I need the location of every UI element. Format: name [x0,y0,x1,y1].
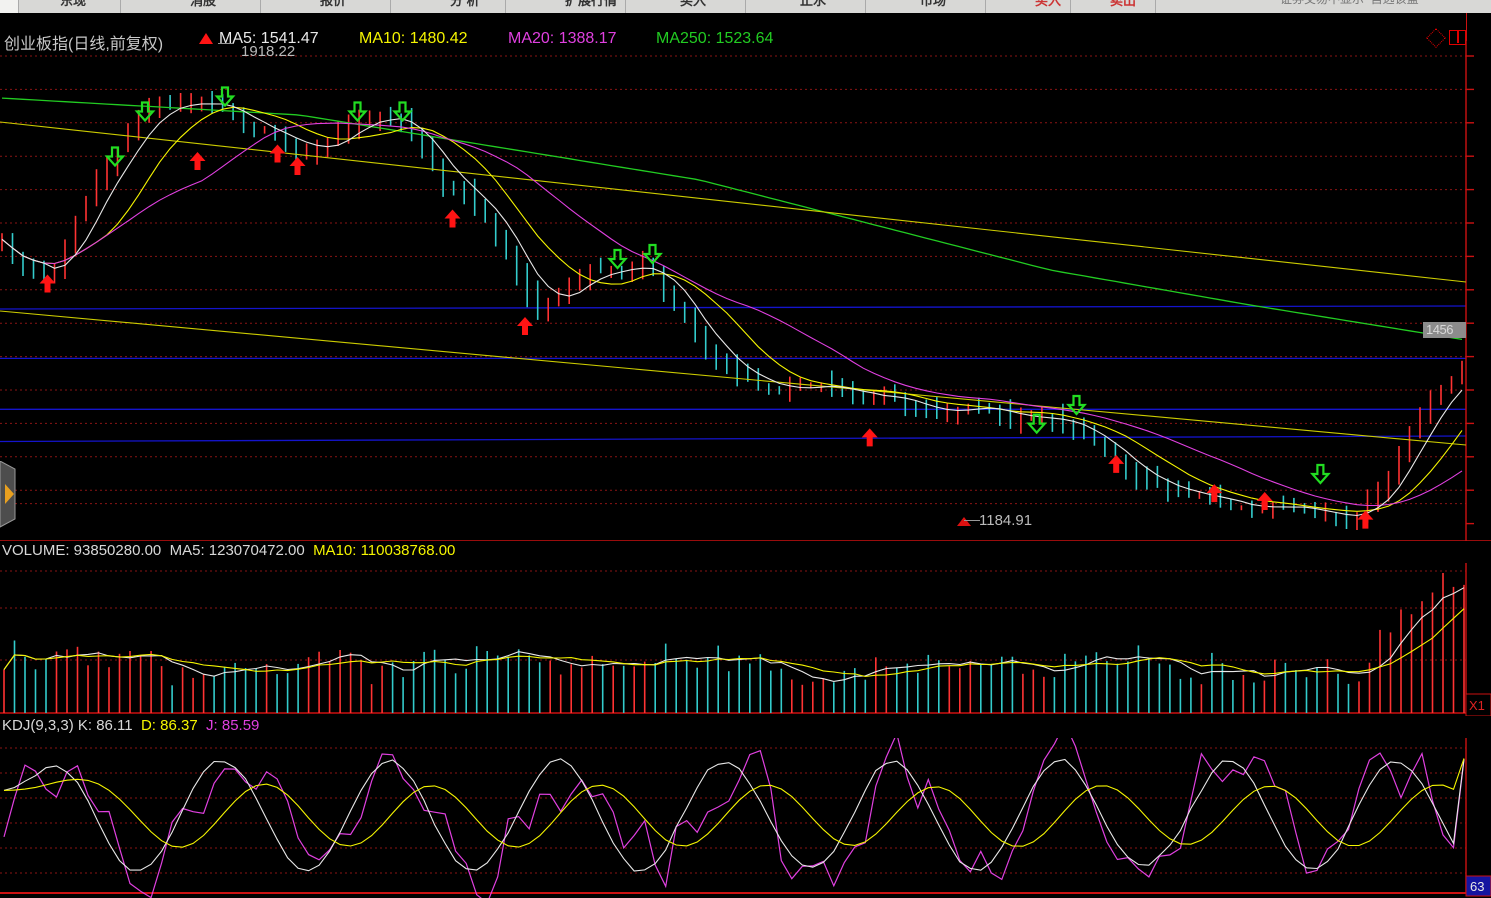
svg-text:X1: X1 [1469,698,1485,713]
svg-text:63: 63 [1470,879,1484,894]
